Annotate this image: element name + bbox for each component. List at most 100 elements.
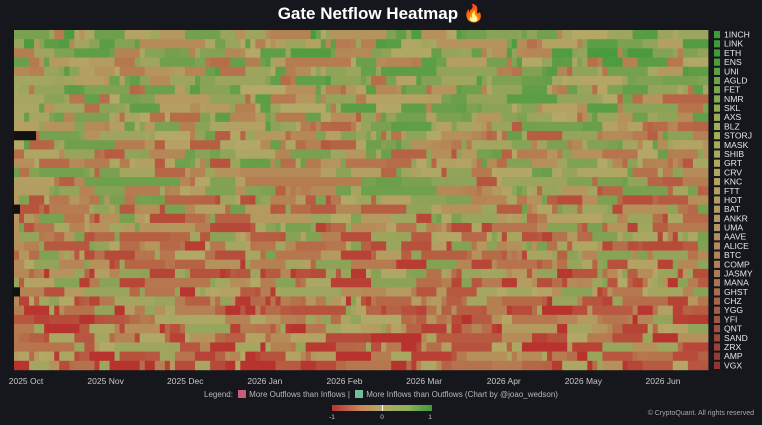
heatmap-cell: [592, 158, 598, 169]
heatmap-cell: [391, 85, 397, 95]
heatmap-cell: [99, 149, 105, 159]
heatmap-cell: [330, 333, 337, 343]
heatmap-cell: [446, 268, 452, 279]
heatmap-cell: [114, 268, 121, 279]
heatmap-cell: [69, 186, 75, 196]
heatmap-cell: [285, 305, 291, 316]
heatmap-cell: [416, 351, 422, 362]
heatmap-cell: [250, 57, 256, 67]
heatmap-cell: [330, 177, 337, 187]
heatmap-cell: [305, 103, 312, 113]
heatmap-cell: [159, 195, 166, 205]
heatmap-cell: [205, 121, 211, 132]
heatmap-cell: [310, 195, 317, 205]
heatmap-cell: [159, 94, 166, 104]
heatmap-cell: [431, 131, 437, 141]
heatmap-cell: [632, 66, 638, 77]
heatmap-cell: [567, 259, 573, 270]
heatmap-cell: [411, 250, 417, 260]
heatmap-cell: [381, 259, 387, 270]
heatmap-cell: [144, 278, 151, 288]
heatmap-cell: [275, 232, 281, 242]
heatmap-cell: [612, 140, 618, 150]
heatmap-cell: [406, 222, 412, 233]
heatmap-cell: [371, 85, 377, 95]
heatmap-cell: [466, 75, 473, 86]
heatmap-cell: [602, 186, 608, 196]
heatmap-cell: [562, 131, 568, 141]
heatmap-cell: [320, 94, 327, 104]
heatmap-cell: [627, 342, 633, 352]
heatmap-cell: [607, 333, 613, 343]
heatmap-cell: [446, 30, 452, 40]
heatmap-cell: [406, 296, 412, 306]
heatmap-cell: [622, 351, 628, 362]
heatmap-cell: [657, 195, 664, 205]
heatmap-cell: [622, 333, 628, 343]
heatmap-cell: [587, 333, 593, 343]
heatmap-cell: [622, 75, 628, 86]
heatmap-cell: [154, 30, 161, 40]
heatmap-cell: [607, 48, 613, 58]
heatmap-cell: [114, 314, 121, 325]
heatmap-cell: [270, 342, 276, 352]
heatmap-cell: [401, 259, 407, 270]
heatmap-cell: [39, 268, 45, 279]
heatmap-cell: [587, 39, 593, 49]
heatmap-cell: [386, 39, 392, 49]
heatmap-cell: [682, 149, 689, 159]
heatmap-cell: [602, 324, 608, 334]
heatmap-cell: [49, 296, 55, 306]
heatmap-cell: [320, 75, 327, 86]
heatmap-cell: [411, 48, 417, 58]
heatmap-cell: [34, 158, 40, 169]
heatmap-cell: [64, 140, 70, 150]
heatmap-cell: [109, 177, 115, 187]
heatmap-cell: [401, 121, 407, 132]
heatmap-cell: [215, 296, 221, 306]
heatmap-cell: [491, 30, 498, 40]
heatmap-cell: [592, 324, 598, 334]
heatmap-cell: [406, 30, 412, 40]
heatmap-cell: [164, 222, 171, 233]
heatmap-cell: [179, 296, 186, 306]
heatmap-cell: [662, 167, 669, 178]
heatmap-cell: [446, 57, 452, 67]
heatmap-cell: [119, 177, 126, 187]
heatmap-cell: [144, 342, 151, 352]
heatmap-cell: [617, 30, 623, 40]
heatmap-cell: [602, 204, 608, 214]
heatmap-cell: [44, 75, 50, 86]
heatmap-cell: [59, 75, 65, 86]
heatmap-cell: [647, 204, 654, 214]
heatmap-cell: [702, 177, 709, 187]
heatmap-cell: [557, 268, 563, 279]
heatmap-cell: [350, 167, 357, 178]
heatmap-cell: [195, 158, 201, 169]
heatmap-cell: [391, 204, 397, 214]
heatmap-cell: [265, 333, 271, 343]
heatmap-cell: [577, 75, 583, 86]
heatmap-cell: [325, 131, 332, 141]
heatmap-cell: [592, 75, 598, 86]
heatmap-cell: [476, 259, 483, 270]
heatmap-cell: [491, 94, 498, 104]
heatmap-cell: [602, 30, 608, 40]
heatmap-cell: [516, 103, 523, 113]
heatmap-cell: [34, 250, 40, 260]
heatmap-cell: [617, 278, 623, 288]
heatmap-cell: [134, 360, 141, 371]
heatmap-cell: [662, 158, 669, 169]
heatmap-cell: [511, 204, 518, 214]
heatmap-cell: [49, 360, 55, 371]
heatmap-cell: [84, 186, 90, 196]
heatmap-cell: [345, 213, 352, 224]
heatmap-cell: [667, 158, 674, 169]
heatmap-cell: [99, 103, 105, 113]
heatmap-cell: [124, 222, 131, 233]
heatmap-cell: [174, 57, 181, 67]
heatmap-cell: [24, 66, 30, 77]
heatmap-cell: [431, 296, 437, 306]
heatmap-cell: [129, 232, 136, 242]
